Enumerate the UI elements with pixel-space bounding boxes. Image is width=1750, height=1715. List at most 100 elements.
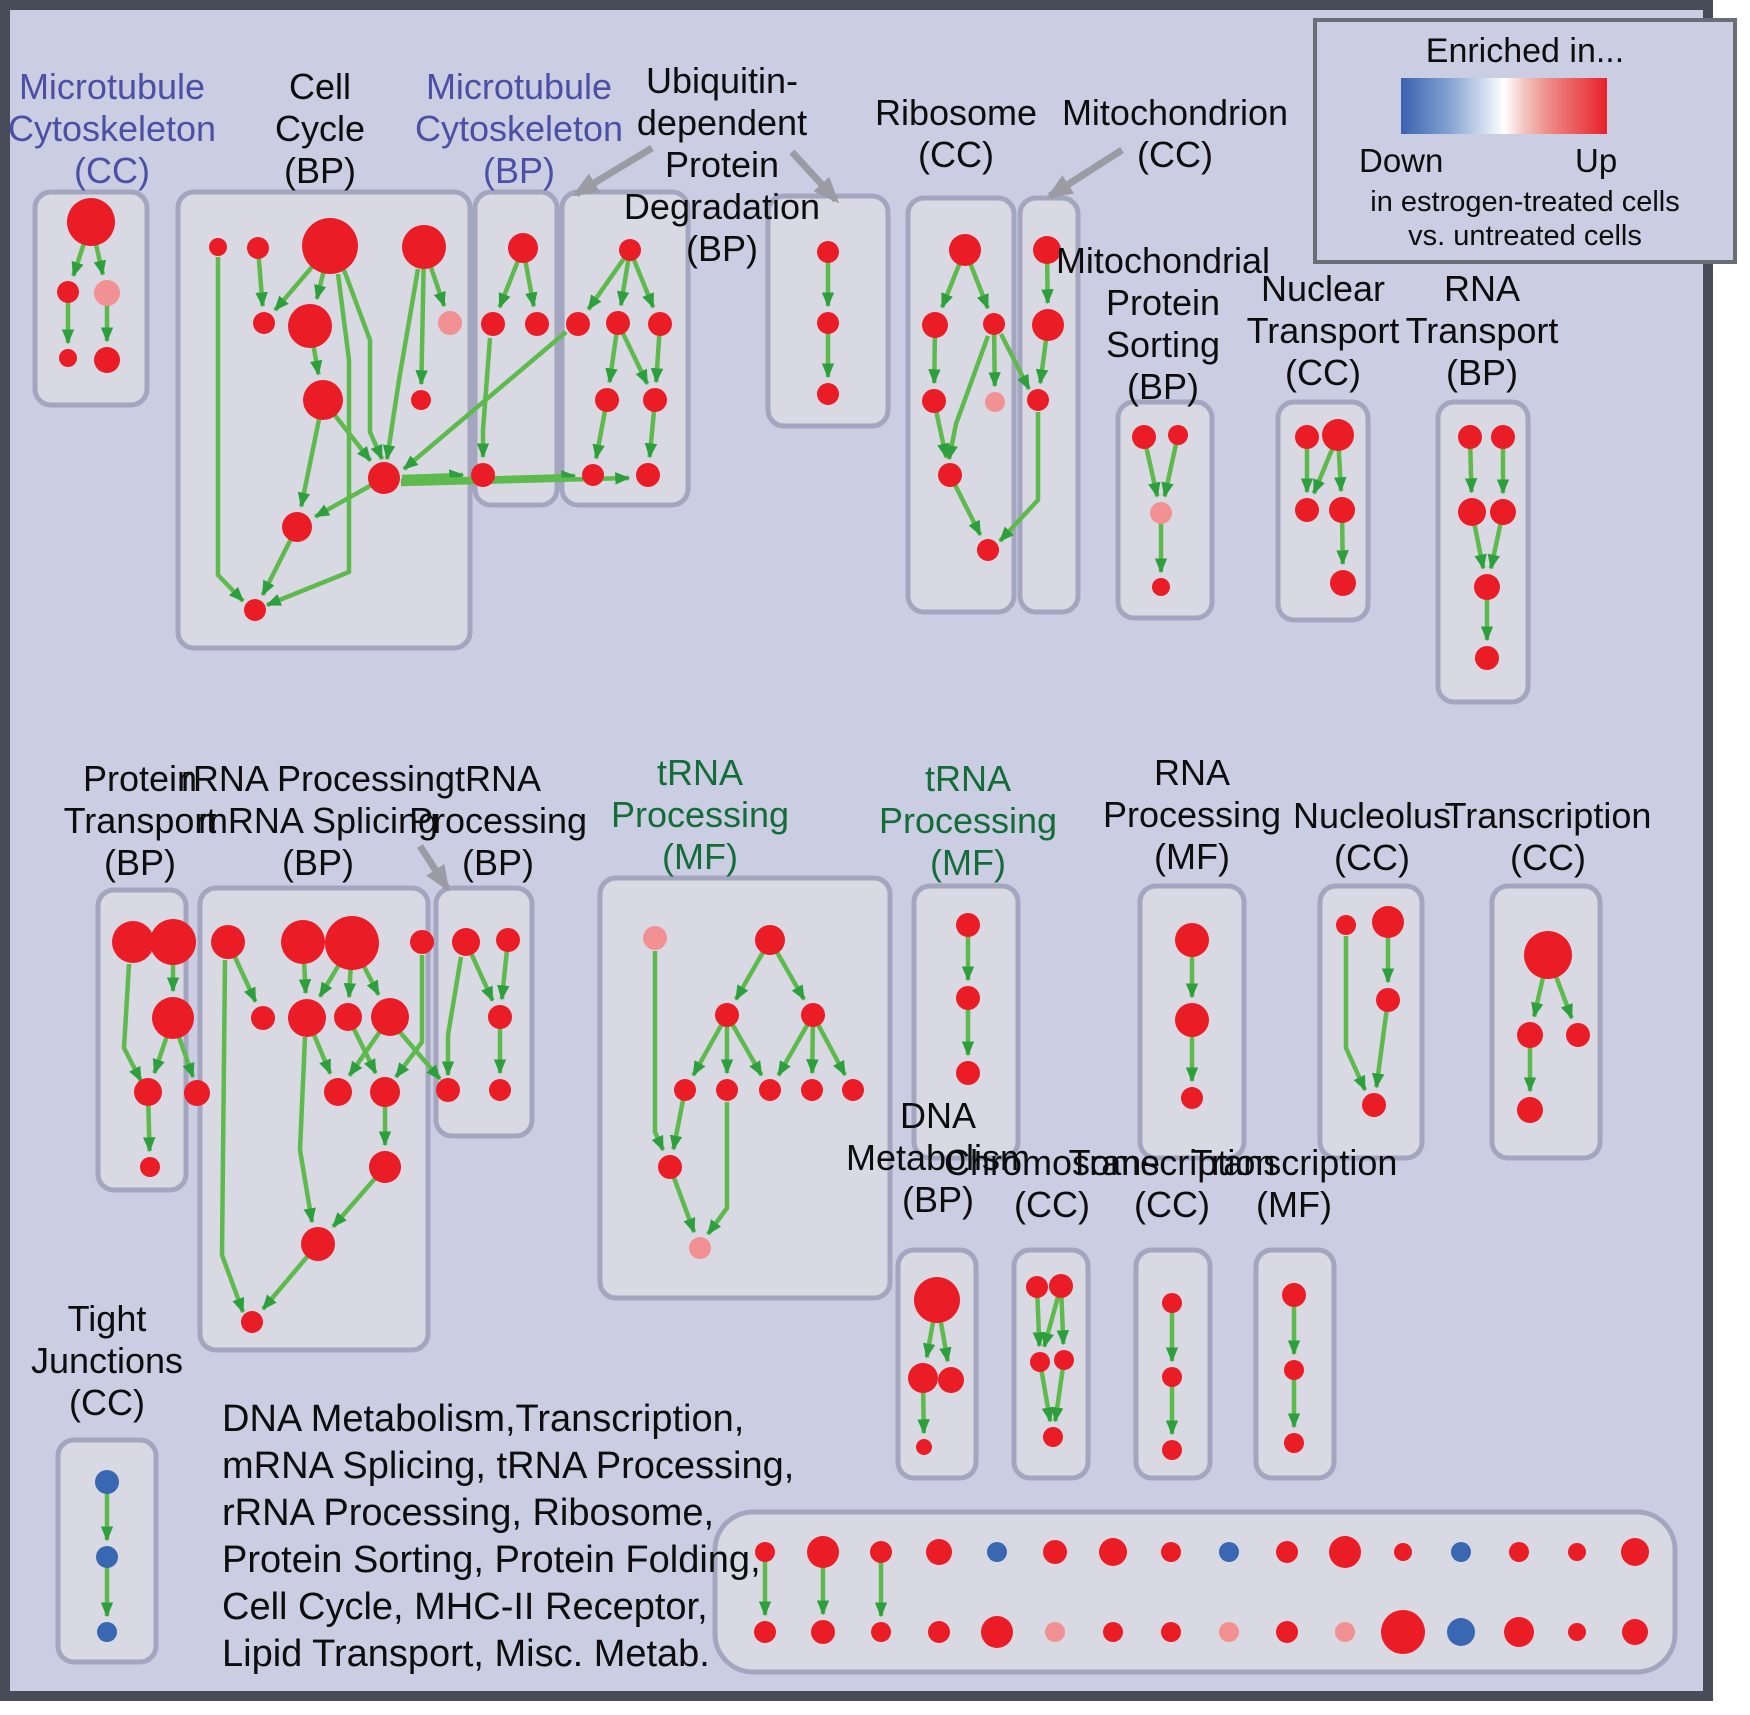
edge <box>771 944 806 1001</box>
go-term-node <box>211 925 245 959</box>
label-transcription-mf: Transcription (MF) <box>1190 1142 1398 1225</box>
label-transcription-cc-mid: Transcription (CC) <box>1444 795 1652 878</box>
annotation-arrow-icon <box>1046 147 1124 199</box>
go-term-node <box>759 1079 781 1101</box>
go-term-node <box>1162 1367 1182 1387</box>
go-term-node <box>334 1003 362 1031</box>
go-term-node <box>368 462 400 494</box>
go-term-node <box>489 1079 511 1101</box>
go-term-node <box>402 225 446 269</box>
go-term-node <box>1504 1617 1534 1647</box>
go-term-node <box>801 1003 825 1027</box>
go-term-node <box>811 1620 835 1644</box>
label-trna-processing-bp: tRNA Processing (BP) <box>408 758 588 883</box>
go-term-node <box>595 388 619 412</box>
edge <box>592 404 609 460</box>
edge-path <box>341 269 385 461</box>
box-chromosome-cc <box>1011 1247 1091 1481</box>
go-term-node <box>1054 1350 1074 1370</box>
go-term-node <box>1330 570 1356 596</box>
box-nucleolus-cc <box>1317 883 1425 1161</box>
go-term-node <box>938 463 962 487</box>
go-term-node <box>1276 1621 1298 1643</box>
misc-line: Cell Cycle, MHC-II Receptor, <box>222 1586 708 1628</box>
edge-path <box>265 273 352 608</box>
go-term-node <box>1447 1618 1475 1646</box>
go-term-node <box>1362 1093 1386 1117</box>
box-misc-terms-box <box>712 1509 1678 1675</box>
go-term-node <box>241 1311 263 1333</box>
go-term-node <box>1181 1087 1203 1109</box>
go-term-node <box>288 304 332 348</box>
go-term-node <box>1161 1542 1181 1562</box>
go-term-node <box>1490 499 1516 525</box>
go-term-node <box>247 237 269 259</box>
nodes-layer <box>57 198 1649 1654</box>
go-term-node <box>94 280 120 306</box>
go-term-node <box>754 1621 776 1643</box>
legend-title: Enriched in... <box>1425 32 1625 70</box>
go-term-node <box>1049 1274 1073 1298</box>
go-term-node <box>288 999 326 1037</box>
edge <box>260 531 297 596</box>
go-term-node <box>914 1277 960 1323</box>
go-term-node <box>496 928 520 952</box>
go-term-node <box>1458 498 1486 526</box>
annotation-arrow-icon <box>417 844 450 892</box>
go-term-node <box>1284 1360 1304 1380</box>
go-term-node <box>1219 1622 1239 1642</box>
go-term-node <box>1568 1623 1586 1641</box>
label-protein-transport-bp: Protein Transport (BP) <box>63 758 217 883</box>
go-term-node <box>956 1061 980 1085</box>
legend-down-label: Down <box>1359 142 1444 179</box>
misc-line: rRNA Processing, Ribosome, <box>222 1492 715 1534</box>
edge-path <box>394 955 425 1079</box>
go-term-node <box>981 1616 1013 1648</box>
go-term-node <box>983 313 1005 335</box>
edge <box>415 255 428 386</box>
box-ubiquitin-degradation-bp <box>559 189 691 508</box>
go-term-node <box>1295 425 1319 449</box>
cross-edge <box>402 330 568 471</box>
go-term-node <box>1033 236 1061 264</box>
edge <box>950 478 983 536</box>
go-term-node <box>938 1367 964 1393</box>
go-term-node <box>508 233 538 263</box>
go-term-node <box>801 1079 823 1101</box>
label-nuclear-transport-cc: Nuclear Transport (CC) <box>1246 268 1400 393</box>
edge <box>616 253 632 307</box>
label-dna-metabolism-bp: DNA Metabolism (BP) <box>845 1095 1031 1220</box>
go-term-node <box>371 998 409 1036</box>
go-term-node <box>1451 1542 1471 1562</box>
go-term-node <box>1027 389 1049 411</box>
label-cell-cycle-bp: Cell Cycle (BP) <box>274 66 366 191</box>
annotation-arrow-icon <box>572 145 654 197</box>
go-term-node <box>1568 1543 1586 1561</box>
go-term-node <box>926 1539 952 1565</box>
go-term-node <box>566 312 590 336</box>
go-term-node <box>674 1079 696 1101</box>
go-term-node <box>436 1078 460 1102</box>
go-term-node <box>1162 1440 1182 1460</box>
legend: Enriched in... Down Up in estrogen-treat… <box>1313 18 1737 264</box>
go-term-node <box>715 1003 739 1027</box>
go-term-node <box>977 539 999 561</box>
edge <box>1487 516 1505 570</box>
edge-path <box>651 951 666 1152</box>
go-term-node <box>134 1078 162 1106</box>
edge <box>1051 1363 1066 1423</box>
go-term-node <box>1276 1541 1298 1563</box>
go-term-node <box>1394 1543 1412 1561</box>
go-term-node <box>1150 502 1172 524</box>
edge <box>1032 1291 1046 1348</box>
go-term-node <box>325 916 379 970</box>
go-term-node <box>209 238 227 256</box>
go-term-node <box>370 1077 400 1107</box>
annotation-arrow-icon <box>789 149 839 204</box>
go-term-node <box>842 1079 864 1101</box>
edges-layer <box>61 145 1574 1618</box>
edge <box>776 1018 813 1077</box>
go-term-node <box>59 349 77 367</box>
go-term-node <box>1030 1352 1050 1372</box>
cross-edge <box>397 1029 442 1081</box>
